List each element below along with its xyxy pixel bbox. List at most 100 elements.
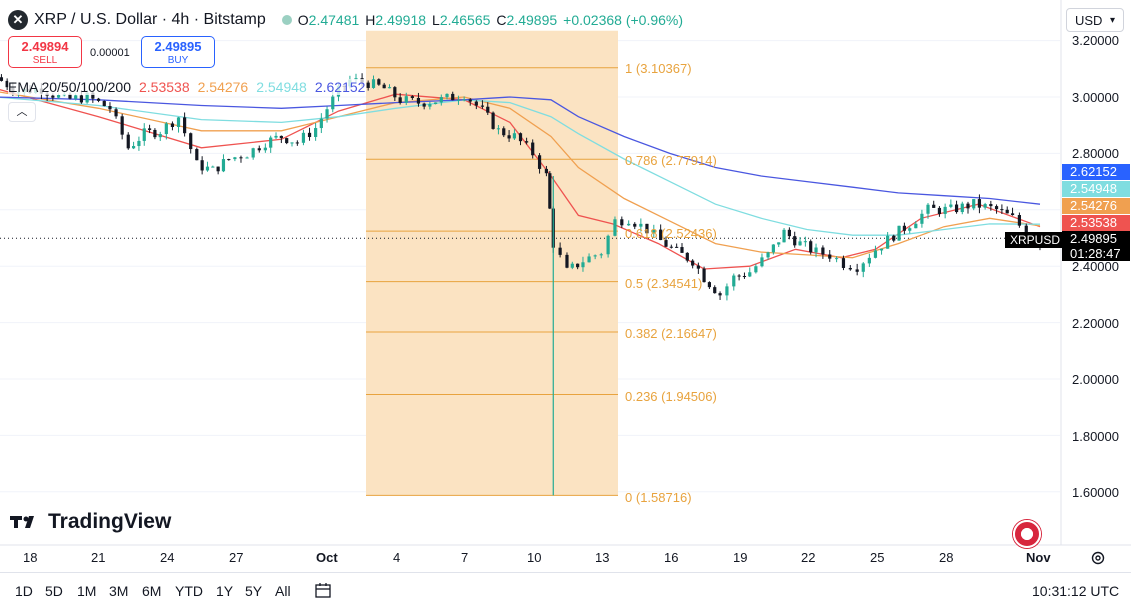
candle-body	[366, 82, 370, 88]
candle-body	[664, 240, 668, 247]
candle-body	[1017, 215, 1022, 226]
range-3m-button[interactable]: 3M	[109, 583, 129, 599]
candle-body	[983, 204, 987, 208]
candle-body	[754, 266, 758, 273]
candle-body	[742, 275, 747, 277]
candle-body	[439, 97, 443, 103]
candle-body	[633, 223, 637, 227]
candle-body	[211, 166, 215, 168]
candle-body	[803, 241, 807, 243]
candle-body	[544, 168, 549, 174]
settings-gear-icon[interactable]	[1090, 550, 1106, 566]
change-value: +0.02368 (+0.96%)	[563, 12, 684, 28]
candle-body	[176, 117, 181, 128]
range-5y-button[interactable]: 5Y	[245, 583, 263, 599]
candle-body	[841, 258, 846, 268]
candle-body	[581, 262, 585, 268]
candle-body	[245, 157, 249, 159]
symbol-price-tag: XRPUSD	[1005, 232, 1066, 248]
fib-label: 0.382 (2.16647)	[625, 326, 717, 341]
candle-body	[908, 228, 912, 231]
us-flag-icon[interactable]	[1013, 520, 1041, 548]
candle-body	[433, 102, 438, 105]
currency-select[interactable]: USD ▾	[1066, 8, 1124, 32]
candle-body	[422, 103, 426, 107]
candle-body	[221, 159, 226, 172]
range-1m-button[interactable]: 1M	[77, 583, 97, 599]
ema-line	[0, 91, 1041, 259]
candle-body	[809, 241, 813, 253]
buy-button[interactable]: 2.49895 BUY	[141, 36, 215, 68]
candle-body	[137, 140, 141, 147]
candle-body	[285, 138, 289, 144]
candle-body	[314, 128, 318, 138]
candle-body	[620, 219, 624, 226]
ema-200-axis-tag: 2.62152	[1062, 164, 1130, 180]
candle-body	[74, 95, 78, 99]
candle-body	[914, 223, 918, 229]
bar-countdown: 01:28:47	[1070, 246, 1121, 261]
candle-body	[593, 255, 597, 257]
open-label: O	[297, 12, 309, 28]
candle-body	[587, 256, 591, 263]
range-6m-button[interactable]: 6M	[142, 583, 162, 599]
candle-body	[558, 247, 562, 255]
fib-label: 0 (1.58716)	[625, 490, 692, 505]
candle-body	[696, 265, 700, 269]
candle-body	[932, 204, 936, 208]
last-price-value: 2.49895	[1070, 231, 1117, 246]
candle-body	[737, 275, 741, 277]
utc-clock[interactable]: 10:31:12 UTC	[1032, 583, 1120, 599]
range-5d-button[interactable]: 5D	[45, 583, 63, 599]
candle-body	[886, 235, 890, 249]
candle-body	[56, 95, 61, 98]
candle-body	[85, 92, 89, 103]
chevron-down-icon: ▾	[1109, 15, 1115, 26]
calendar-goto-icon[interactable]	[314, 582, 332, 600]
sell-button[interactable]: 2.49894 SELL	[8, 36, 82, 68]
range-1d-button[interactable]: 1D	[15, 583, 33, 599]
candle-body	[227, 159, 231, 161]
candle-body	[680, 247, 684, 253]
currency-value: USD	[1075, 13, 1103, 28]
candle-body	[994, 206, 999, 210]
fib-zone	[366, 30, 618, 496]
symbol-title[interactable]: XRP / U.S. Dollar · 4h · Bitstamp	[34, 11, 266, 28]
ema-line	[0, 89, 1041, 270]
ema-legend[interactable]: EMA 20/50/100/200 2.53538 2.54276 2.5494…	[8, 79, 366, 95]
candle-body	[531, 142, 535, 156]
candle-body	[445, 93, 449, 98]
ema-200-value: 2.62152	[314, 79, 366, 95]
candle-body	[537, 155, 542, 169]
candle-body	[1010, 213, 1015, 216]
buy-price: 2.49895	[154, 39, 202, 54]
candle-body	[416, 97, 421, 104]
ema-50-value: 2.54276	[197, 79, 249, 95]
tradingview-logo[interactable]: TradingView	[10, 510, 171, 534]
candle-body	[120, 116, 124, 135]
range-all-button[interactable]: All	[275, 583, 291, 599]
candle-body	[51, 95, 55, 98]
candle-body	[319, 118, 323, 129]
range-ytd-button[interactable]: YTD	[175, 583, 203, 599]
candle-body	[331, 96, 335, 110]
candle-body	[279, 135, 283, 139]
candle-body	[902, 225, 906, 231]
candle-body	[263, 147, 267, 151]
candle-body	[879, 248, 884, 251]
range-1y-button[interactable]: 1Y	[216, 583, 234, 599]
y-tick: 2.40000	[1072, 259, 1119, 274]
market-status-icon	[281, 15, 292, 25]
candle-body	[398, 97, 402, 103]
candle-body	[518, 133, 523, 142]
candle-body	[748, 272, 752, 277]
candle-body	[325, 109, 329, 119]
candle-body	[183, 117, 187, 134]
candle-body	[114, 109, 118, 117]
x-tick: 28	[939, 550, 954, 565]
candle-body	[200, 160, 204, 171]
collapse-legend-button[interactable]: ︿	[8, 102, 36, 122]
candle-body	[274, 135, 278, 138]
ema-label: EMA 20/50/100/200	[8, 79, 131, 95]
